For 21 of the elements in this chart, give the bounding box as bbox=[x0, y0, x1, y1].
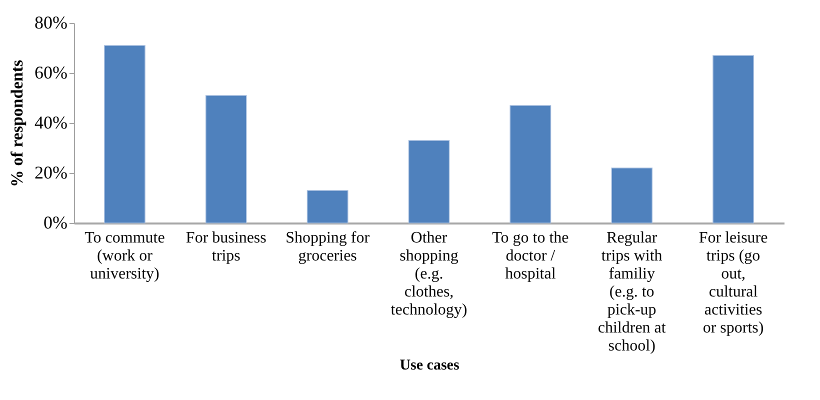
y-tick-label: 60% bbox=[34, 62, 68, 82]
x-tick-label: Regular trips with familiy (e.g. to pick-up children at school) bbox=[598, 230, 666, 354]
x-tick-label: Shopping for groceries bbox=[286, 230, 370, 264]
bar bbox=[510, 105, 552, 224]
x-tick-label: To commute (work or university) bbox=[84, 230, 165, 282]
x-axis-title: Use cases bbox=[400, 358, 460, 374]
bar bbox=[306, 190, 348, 224]
bar bbox=[104, 45, 146, 224]
bar bbox=[611, 168, 653, 224]
bar bbox=[408, 140, 450, 224]
y-tick-label: 20% bbox=[34, 162, 68, 182]
x-tick-label: For leisure trips (go out, cultural activities or sports) bbox=[698, 230, 768, 336]
bar bbox=[205, 95, 247, 224]
y-tick-label: 0% bbox=[44, 212, 68, 232]
x-tick-label: For business trips bbox=[186, 230, 266, 264]
bar bbox=[712, 55, 754, 224]
x-tick-label: Other shopping (e.g. clothes, technology) bbox=[390, 230, 468, 318]
y-tick-label: 40% bbox=[34, 112, 68, 132]
y-tick-label: 80% bbox=[34, 12, 68, 32]
y-axis-title: % of respondents bbox=[8, 60, 27, 188]
x-tick-label: To go to the doctor / hospital bbox=[492, 230, 569, 282]
